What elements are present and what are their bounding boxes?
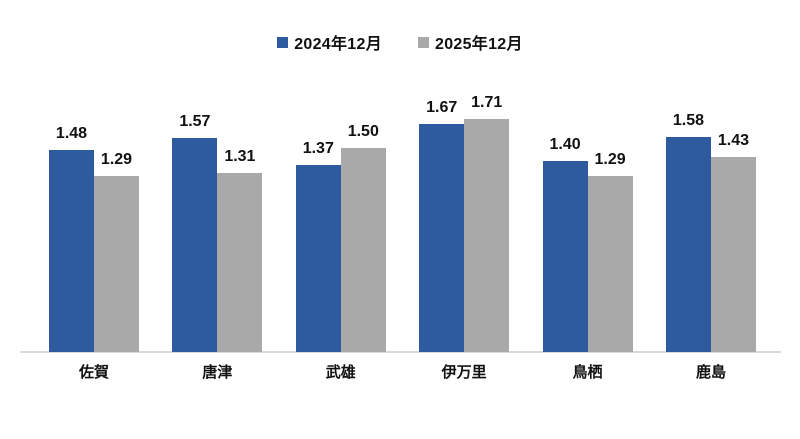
bar-column: 1.37 bbox=[295, 139, 341, 352]
bar-group: 1.58 1.43 bbox=[665, 111, 756, 352]
bar-column: 1.29 bbox=[94, 151, 139, 352]
bar-value-label: 1.50 bbox=[347, 122, 379, 140]
bar-value-label: 1.71 bbox=[471, 93, 503, 111]
bar-group: 1.67 1.71 bbox=[419, 93, 510, 352]
bar-column: 1.48 bbox=[49, 125, 94, 352]
bar-series-1 bbox=[295, 165, 341, 352]
category-label: 唐津 bbox=[202, 364, 233, 381]
bar-series-2 bbox=[217, 173, 263, 352]
chart-legend: 2024年12月 2025年12月 bbox=[0, 30, 800, 54]
legend-swatch-icon bbox=[418, 36, 429, 48]
bar-value-label: 1.67 bbox=[426, 98, 458, 116]
category-label: 佐賀 bbox=[78, 364, 109, 381]
bar-value-label: 1.57 bbox=[179, 112, 211, 130]
bar-group: 1.37 1.50 bbox=[295, 122, 386, 352]
bar-value-label: 1.29 bbox=[100, 150, 133, 168]
bar-column: 1.50 bbox=[340, 122, 386, 352]
category-label: 鹿島 bbox=[695, 364, 726, 381]
bar-series-1 bbox=[172, 138, 218, 352]
bar-group: 1.48 1.29 bbox=[49, 125, 139, 352]
legend-swatch-icon bbox=[277, 36, 289, 48]
bar-column: 1.71 bbox=[464, 93, 510, 352]
category-label: 伊万里 bbox=[441, 364, 487, 381]
bar-series-1 bbox=[49, 150, 94, 352]
bar-value-label: 1.48 bbox=[55, 124, 88, 142]
category-label: 武雄 bbox=[325, 364, 356, 381]
bar-value-label: 1.37 bbox=[302, 139, 334, 157]
bar-column: 1.31 bbox=[217, 147, 263, 352]
legend-label: 2024年12月 bbox=[294, 36, 382, 53]
legend-label: 2025年12月 bbox=[435, 36, 523, 53]
bar-group: 1.40 1.29 bbox=[542, 135, 633, 352]
bar-series-2 bbox=[340, 148, 386, 352]
bar-column: 1.40 bbox=[542, 135, 588, 352]
bar-value-label: 1.40 bbox=[549, 135, 581, 153]
bar-series-1 bbox=[419, 124, 465, 352]
bar-column: 1.57 bbox=[172, 112, 218, 352]
bar-series-2 bbox=[94, 176, 139, 352]
bar-column: 1.43 bbox=[710, 131, 756, 352]
bar-group: 1.57 1.31 bbox=[172, 112, 263, 352]
plot-area: 1.48 1.29 1.57 1.31 1.37 1.50 1.67 1.71 1.40 1.29… bbox=[49, 94, 756, 352]
bar-value-label: 1.43 bbox=[717, 131, 750, 149]
legend-item-series-2: 2025年12月 bbox=[418, 30, 523, 54]
category-axis: 佐賀 唐津 武雄 伊万里 鳥栖 鹿島 bbox=[49, 361, 756, 382]
bar-value-label: 1.58 bbox=[672, 111, 705, 129]
bar-column: 1.67 bbox=[419, 98, 465, 352]
bar-value-label: 1.31 bbox=[224, 147, 256, 165]
bar-value-label: 1.29 bbox=[594, 150, 626, 168]
legend-item-series-1: 2024年12月 bbox=[277, 30, 382, 54]
bar-series-2 bbox=[464, 119, 510, 352]
category-label: 鳥栖 bbox=[572, 364, 603, 381]
bar-column: 1.29 bbox=[587, 150, 633, 352]
bar-column: 1.58 bbox=[665, 111, 711, 352]
x-axis-line bbox=[20, 351, 781, 353]
bar-series-2 bbox=[587, 176, 633, 352]
bar-series-1 bbox=[665, 137, 711, 352]
bar-series-2 bbox=[710, 157, 756, 352]
bar-series-1 bbox=[542, 161, 588, 352]
